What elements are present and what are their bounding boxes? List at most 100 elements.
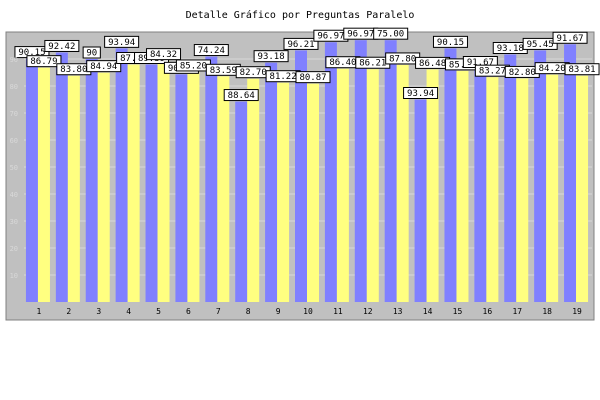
data-label-series2-3: 84.94 (86, 60, 122, 72)
data-label-series2-5: 84.32 (146, 48, 182, 61)
data-label-series1-17: 93.18 (492, 41, 528, 54)
x-tick-label: 4 (126, 307, 131, 316)
svg-text:85.60: 85.60 (449, 60, 476, 70)
data-label-series2-13: 87.80 (385, 52, 421, 64)
x-tick-label: 9 (276, 307, 281, 316)
bar-series2-10 (307, 83, 319, 302)
x-tick-label: 1 (37, 307, 42, 316)
svg-text:86.48: 86.48 (419, 59, 446, 69)
data-labels: 90.1586.7992.4283.809084.9493.9487.9689.… (14, 27, 600, 102)
bar-series1-14 (414, 99, 427, 302)
y-tick-label: 40 (10, 191, 18, 199)
bar-series2-8 (247, 78, 260, 303)
data-label-series1-14: 93.94 (403, 87, 439, 99)
data-label-series1-4: 93.94 (104, 35, 140, 48)
bar-series1-10 (295, 50, 307, 302)
x-tick-label: 16 (483, 307, 493, 316)
svg-text:90: 90 (86, 49, 97, 59)
x-tick-label: 7 (216, 307, 221, 316)
data-label-series1-19: 91.67 (552, 31, 588, 44)
svg-text:84.20: 84.20 (539, 64, 566, 74)
bar-series1-6 (175, 74, 188, 302)
bar-series2-2 (67, 75, 80, 303)
svg-text:83.81: 83.81 (569, 65, 596, 75)
svg-text:80.87: 80.87 (299, 73, 326, 83)
svg-text:82.70: 82.70 (240, 68, 267, 78)
bar-series2-11 (336, 68, 349, 302)
bar-series1-9 (265, 62, 278, 303)
svg-text:83.27: 83.27 (479, 67, 506, 77)
svg-text:96.97: 96.97 (347, 30, 374, 40)
data-label-series1-13: 75.00 (373, 27, 409, 40)
svg-text:86.79: 86.79 (30, 57, 57, 67)
x-tick-label: 18 (542, 307, 552, 316)
y-tick-label: 70 (10, 110, 18, 118)
svg-text:88.64: 88.64 (228, 91, 255, 101)
data-label-series2-6: 85.20 (175, 59, 211, 72)
x-tick-label: 5 (156, 307, 161, 316)
svg-text:86.40: 86.40 (329, 58, 356, 68)
y-tick-label: 50 (10, 164, 18, 172)
x-tick-label: 2 (66, 307, 71, 316)
data-label-series2-1: 86.79 (26, 55, 62, 68)
svg-text:96.97: 96.97 (317, 32, 344, 42)
data-label-series1-8: 88.64 (223, 89, 259, 102)
data-label-series1-3: 90 (82, 46, 101, 59)
bar-series2-1 (37, 67, 50, 303)
bar-series1-8 (235, 101, 248, 302)
bar-series2-7 (217, 76, 230, 302)
bar-series1-7 (205, 56, 218, 302)
bar-series1-17 (504, 54, 517, 303)
bar-series2-9 (277, 82, 290, 303)
svg-text:82.80: 82.80 (509, 68, 536, 78)
data-label-series2-12: 86.21 (355, 56, 391, 69)
x-tick-label: 15 (453, 307, 463, 316)
bar-series2-19 (576, 75, 589, 302)
y-tick-label: 60 (10, 137, 18, 145)
y-tick-label: 20 (10, 245, 18, 253)
data-label-series2-14: 86.48 (415, 56, 451, 69)
bar-series1-11 (324, 42, 337, 302)
bars (25, 40, 589, 303)
data-label-series1-9: 93.18 (253, 50, 289, 63)
data-label-series1-12: 96.97 (343, 27, 379, 40)
bar-series2-3 (97, 72, 110, 302)
bar-series2-6 (187, 71, 200, 303)
bar-series2-5 (157, 60, 170, 302)
bar-series2-4 (127, 64, 140, 303)
svg-text:84.32: 84.32 (150, 50, 177, 60)
data-label-series1-11: 96.97 (313, 29, 349, 42)
data-label-series2-16: 83.27 (474, 64, 510, 77)
y-tick-label: 80 (10, 83, 18, 91)
data-label-series2-17: 82.80 (504, 65, 540, 78)
svg-text:81.22: 81.22 (270, 72, 297, 82)
x-tick-label: 11 (333, 307, 343, 316)
y-tick-label: 30 (10, 218, 18, 226)
data-label-series2-7: 83.59 (205, 63, 241, 76)
svg-text:90.15: 90.15 (437, 38, 464, 48)
svg-text:74.24: 74.24 (198, 46, 225, 56)
bar-series2-18 (546, 74, 559, 302)
bar-series2-12 (366, 69, 379, 302)
svg-text:93.94: 93.94 (407, 89, 434, 99)
bar-series2-16 (486, 77, 499, 303)
svg-text:93.94: 93.94 (108, 38, 135, 48)
data-label-series1-18: 95.45 (522, 37, 558, 50)
data-label-series1-15: 90.15 (432, 35, 468, 48)
svg-text:91.67: 91.67 (557, 34, 584, 44)
data-label-series2-18: 84.20 (534, 62, 570, 74)
bar-series2-13 (396, 64, 409, 302)
svg-text:86.21: 86.21 (359, 59, 386, 69)
chart-title: Detalle Gráfico por Preguntas Paralelo (185, 10, 415, 21)
x-tick-label: 12 (363, 307, 373, 316)
svg-text:87.80: 87.80 (389, 54, 416, 64)
svg-text:93.18: 93.18 (497, 44, 524, 54)
svg-text:83.59: 83.59 (210, 66, 237, 76)
data-label-series2-11: 86.40 (325, 56, 361, 69)
x-tick-label: 19 (572, 307, 582, 316)
data-label-series1-2: 92.42 (44, 39, 80, 52)
bar-series1-12 (354, 40, 367, 302)
bar-series1-13 (384, 40, 397, 302)
data-label-series1-10: 96.21 (283, 37, 319, 50)
